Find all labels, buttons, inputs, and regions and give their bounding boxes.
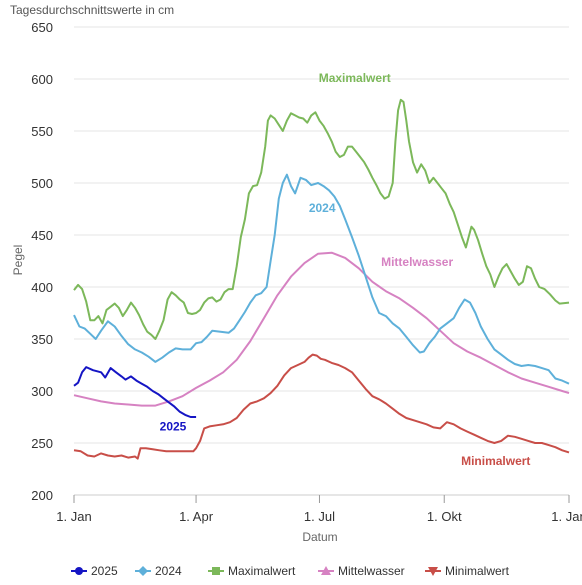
y-tick-label: 500 [31, 176, 53, 191]
legend-marker [212, 567, 220, 575]
legend-item-2024[interactable]: 2024 [135, 564, 182, 578]
legend[interactable]: 2025 2024 Maximalwert Mittelwasser Minimalwe… [71, 564, 510, 578]
x-tick-label: 1. Jan [551, 509, 582, 524]
x-axis-title: Datum [302, 530, 337, 544]
series-label-mittelwasser: Mittelwasser [381, 255, 453, 269]
series-line-mittelwasser [73, 251, 570, 407]
legend-label: Mittelwasser [338, 564, 405, 578]
y-tick-label: 400 [31, 280, 53, 295]
x-axis-ticks: 1. Jan 1. Apr 1. Jul 1. Okt 1. Jan [56, 495, 582, 524]
series-labels: 2025 2024 Maximalwert Mittelwasser Minimalwe… [160, 71, 531, 468]
x-tick-label: 1. Okt [427, 509, 462, 524]
series-label-2025: 2025 [160, 420, 187, 434]
x-tick-label: 1. Apr [179, 509, 214, 524]
legend-label: Maximalwert [228, 564, 296, 578]
legend-marker [321, 566, 331, 575]
y-tick-label: 300 [31, 384, 53, 399]
series-label-maximalwert: Maximalwert [319, 71, 391, 85]
legend-marker [75, 567, 83, 575]
legend-marker [138, 566, 148, 576]
series-line-2025 [73, 366, 197, 418]
legend-item-2025[interactable]: 2025 [71, 564, 118, 578]
legend-marker [428, 567, 438, 576]
series-lines [73, 98, 570, 460]
legend-label: Minimalwert [445, 564, 510, 578]
series-label-2024: 2024 [309, 201, 336, 215]
gridlines [74, 26, 569, 496]
series-line-minimalwert [73, 353, 570, 460]
x-tick-label: 1. Jan [56, 509, 91, 524]
unit-label: Tagesdurchschnittswerte in cm [10, 3, 174, 17]
y-axis-ticks: 200 250 300 350 400 450 500 550 600 650 [31, 20, 53, 503]
y-tick-label: 200 [31, 488, 53, 503]
y-axis-title: Pegel [11, 245, 25, 276]
x-tick-label: 1. Jul [304, 509, 335, 524]
series-line-maximalwert [73, 98, 570, 340]
legend-label: 2025 [91, 564, 118, 578]
legend-label: 2024 [155, 564, 182, 578]
legend-item-minimalwert[interactable]: Minimalwert [425, 564, 510, 578]
y-tick-label: 250 [31, 436, 53, 451]
legend-item-mittelwasser[interactable]: Mittelwasser [318, 564, 405, 578]
y-tick-label: 650 [31, 20, 53, 35]
y-tick-label: 550 [31, 124, 53, 139]
legend-item-maximalwert[interactable]: Maximalwert [208, 564, 296, 578]
y-tick-label: 450 [31, 228, 53, 243]
series-line-2024 [73, 173, 570, 385]
y-tick-label: 600 [31, 72, 53, 87]
series-label-minimalwert: Minimalwert [461, 454, 530, 468]
y-tick-label: 350 [31, 332, 53, 347]
